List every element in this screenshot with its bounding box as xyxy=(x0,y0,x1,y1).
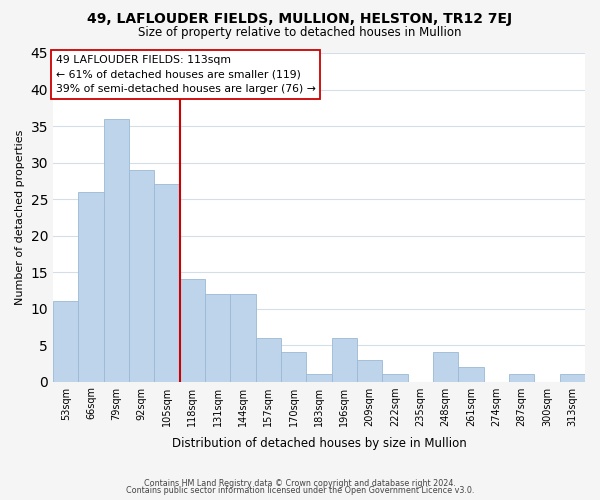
Text: 49, LAFLOUDER FIELDS, MULLION, HELSTON, TR12 7EJ: 49, LAFLOUDER FIELDS, MULLION, HELSTON, … xyxy=(88,12,512,26)
Y-axis label: Number of detached properties: Number of detached properties xyxy=(15,130,25,305)
Bar xyxy=(509,374,535,382)
Bar xyxy=(129,170,154,382)
Bar xyxy=(205,294,230,382)
Bar xyxy=(382,374,407,382)
Bar xyxy=(154,184,179,382)
Bar xyxy=(458,367,484,382)
Bar xyxy=(433,352,458,382)
Text: 49 LAFLOUDER FIELDS: 113sqm
← 61% of detached houses are smaller (119)
39% of se: 49 LAFLOUDER FIELDS: 113sqm ← 61% of det… xyxy=(56,54,316,94)
Text: Contains public sector information licensed under the Open Government Licence v3: Contains public sector information licen… xyxy=(126,486,474,495)
Bar xyxy=(230,294,256,382)
Text: Size of property relative to detached houses in Mullion: Size of property relative to detached ho… xyxy=(138,26,462,39)
Bar xyxy=(104,118,129,382)
Bar xyxy=(53,301,79,382)
Bar xyxy=(560,374,585,382)
Bar xyxy=(332,338,357,382)
X-axis label: Distribution of detached houses by size in Mullion: Distribution of detached houses by size … xyxy=(172,437,466,450)
Bar xyxy=(256,338,281,382)
Bar xyxy=(357,360,382,382)
Bar xyxy=(281,352,307,382)
Bar xyxy=(179,280,205,382)
Bar xyxy=(307,374,332,382)
Bar xyxy=(79,192,104,382)
Text: Contains HM Land Registry data © Crown copyright and database right 2024.: Contains HM Land Registry data © Crown c… xyxy=(144,478,456,488)
